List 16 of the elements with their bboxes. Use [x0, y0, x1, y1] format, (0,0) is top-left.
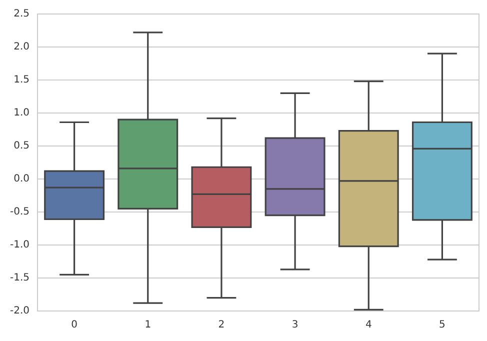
y-tick-label: -0.5 — [10, 206, 30, 218]
y-tick-label: 2.0 — [14, 42, 30, 53]
y-tick-label: 0.5 — [14, 140, 30, 152]
y-tick-label: 2.5 — [14, 8, 30, 20]
y-tick-label: -1.5 — [10, 272, 30, 284]
x-tick-label: 0 — [71, 320, 78, 331]
y-tick-label: -2.0 — [10, 306, 30, 317]
y-tick-label: -1.0 — [10, 240, 30, 251]
x-tick-label: 1 — [144, 320, 152, 331]
y-tick-label: 1.0 — [14, 108, 30, 119]
y-tick-label: 0.0 — [14, 174, 30, 185]
y-tick-label: 1.5 — [14, 74, 30, 86]
x-tick-label: 2 — [218, 320, 225, 331]
x-tick-label: 4 — [365, 320, 372, 331]
x-tick-label: 5 — [439, 320, 446, 331]
x-tick-label: 3 — [292, 320, 298, 331]
